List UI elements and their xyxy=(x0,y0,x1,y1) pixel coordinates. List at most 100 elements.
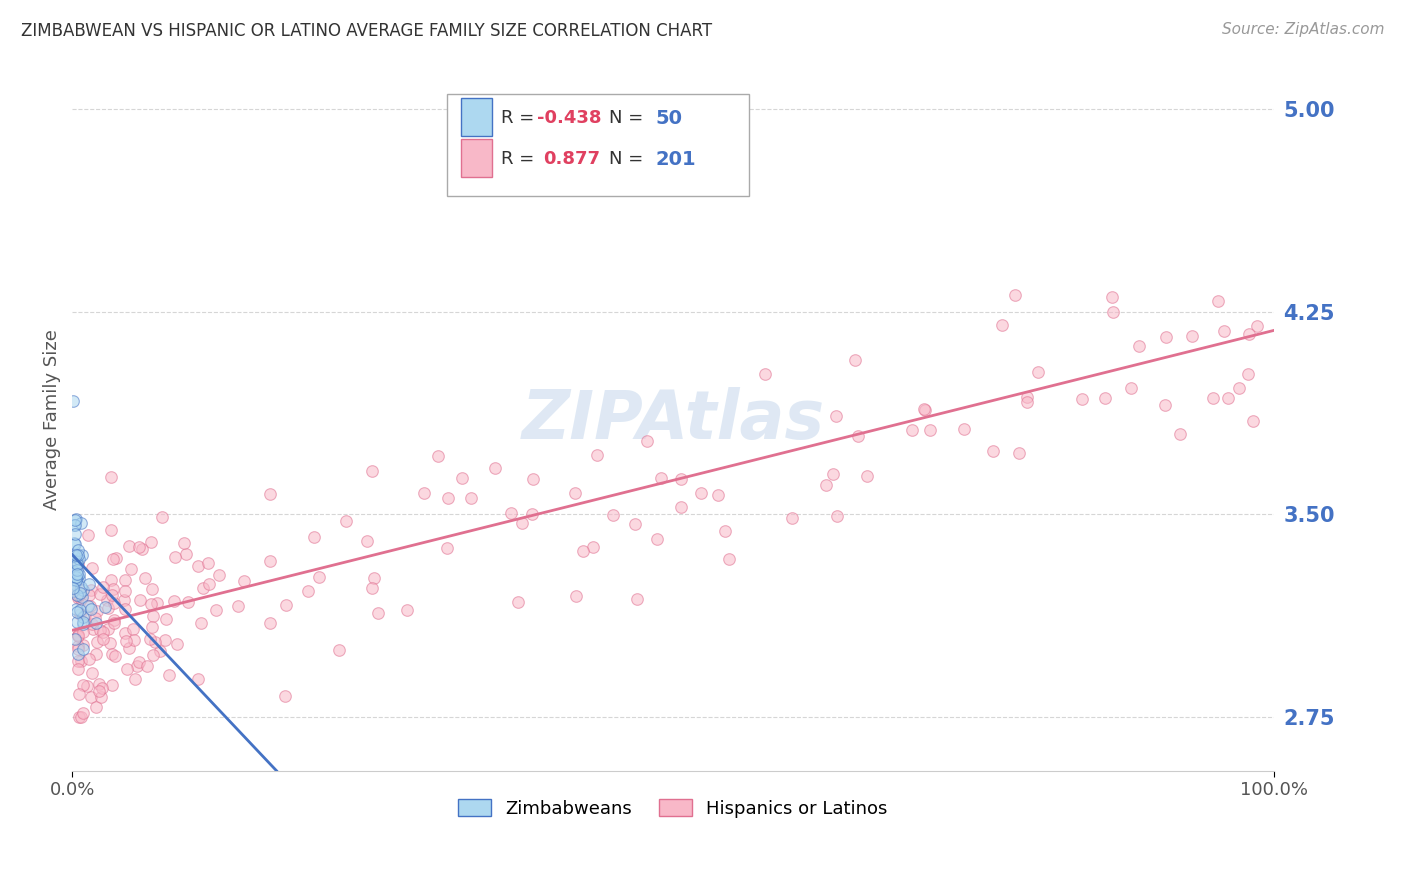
Point xyxy=(70,709,93,723)
Point xyxy=(101,648,124,662)
Point xyxy=(131,541,153,556)
Point xyxy=(1102,305,1125,319)
Point xyxy=(122,622,145,636)
Point xyxy=(67,628,90,642)
Point xyxy=(62,564,84,578)
Point xyxy=(101,678,124,692)
Point xyxy=(103,582,125,596)
Point xyxy=(1216,391,1239,405)
Point xyxy=(66,605,89,619)
Point xyxy=(363,571,385,585)
Text: ZIPAtlas: ZIPAtlas xyxy=(522,386,824,452)
Point xyxy=(62,583,84,598)
Point xyxy=(69,607,91,622)
Point xyxy=(75,607,97,622)
Point xyxy=(821,467,844,481)
Point xyxy=(205,603,228,617)
Point xyxy=(855,468,877,483)
Point xyxy=(1241,414,1264,428)
Point xyxy=(65,518,87,533)
Point xyxy=(65,569,87,583)
Point xyxy=(91,580,114,594)
Point xyxy=(1017,395,1039,409)
Point xyxy=(1119,381,1142,395)
Point xyxy=(782,510,804,524)
Point xyxy=(63,576,86,591)
Point xyxy=(82,665,104,680)
Point xyxy=(155,612,177,626)
Point xyxy=(197,556,219,570)
Point xyxy=(297,584,319,599)
Text: R =: R = xyxy=(501,109,540,127)
Point xyxy=(66,563,89,577)
Text: N =: N = xyxy=(609,109,648,127)
Point xyxy=(67,549,90,563)
Point xyxy=(80,690,103,704)
Point xyxy=(1128,339,1150,353)
Point xyxy=(522,507,544,521)
Point xyxy=(1004,288,1026,302)
Point xyxy=(437,491,460,505)
Point xyxy=(825,508,848,523)
Point xyxy=(121,562,143,576)
Point xyxy=(63,518,86,533)
Point xyxy=(67,709,90,723)
Point xyxy=(141,535,163,549)
Point xyxy=(63,536,86,550)
Point xyxy=(67,588,90,602)
Point xyxy=(67,557,90,571)
Point xyxy=(114,633,136,648)
Point xyxy=(77,577,100,591)
Point xyxy=(150,510,173,524)
Point xyxy=(114,573,136,587)
Point xyxy=(1246,318,1268,333)
Point xyxy=(141,597,163,611)
Point xyxy=(72,625,94,640)
Point xyxy=(84,610,107,624)
Point xyxy=(69,603,91,617)
Text: Source: ZipAtlas.com: Source: ZipAtlas.com xyxy=(1222,22,1385,37)
Point xyxy=(114,602,136,616)
Point xyxy=(141,620,163,634)
Point xyxy=(65,548,87,562)
Point xyxy=(689,485,711,500)
Point xyxy=(259,553,281,567)
Point xyxy=(914,403,936,417)
Point xyxy=(645,533,668,547)
Point xyxy=(636,434,658,449)
Point xyxy=(308,570,330,584)
Point xyxy=(356,533,378,548)
Point xyxy=(1227,381,1250,395)
Point xyxy=(66,647,89,661)
Point xyxy=(581,540,603,554)
Point xyxy=(396,603,419,617)
Point xyxy=(86,647,108,661)
Point xyxy=(846,429,869,443)
Point xyxy=(1237,368,1260,382)
Point xyxy=(141,582,163,596)
Point xyxy=(67,585,90,599)
Point xyxy=(67,642,90,657)
Point xyxy=(1156,330,1178,344)
Point xyxy=(96,600,118,615)
Point xyxy=(69,516,91,530)
Point xyxy=(1094,392,1116,406)
Point xyxy=(77,652,100,666)
Point xyxy=(335,514,357,528)
Point xyxy=(101,588,124,602)
Point xyxy=(508,595,530,609)
Text: 50: 50 xyxy=(655,109,682,128)
Point xyxy=(103,596,125,610)
Point xyxy=(1153,398,1175,412)
Point xyxy=(522,472,544,486)
Point xyxy=(89,586,111,600)
Point xyxy=(72,678,94,692)
Point xyxy=(87,677,110,691)
Point xyxy=(1070,392,1092,406)
Point xyxy=(65,602,87,616)
Point xyxy=(1017,390,1039,404)
Point xyxy=(72,642,94,657)
Point xyxy=(80,561,103,575)
Point xyxy=(135,659,157,673)
Point xyxy=(586,448,609,462)
